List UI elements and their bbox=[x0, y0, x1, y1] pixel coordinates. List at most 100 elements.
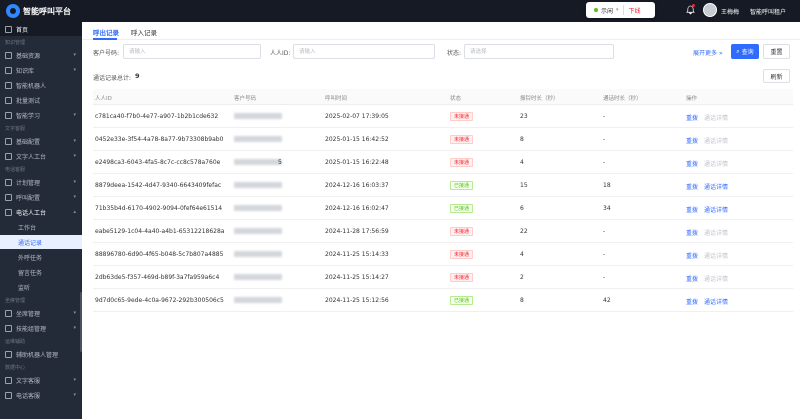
reset-button[interactable]: 重置 bbox=[763, 44, 790, 59]
call-detail-link: 通话详情 bbox=[704, 161, 729, 168]
menu-item-icon bbox=[5, 376, 12, 384]
sidebar-item[interactable]: 坐席管理 ▾ bbox=[0, 306, 82, 320]
tenant-name[interactable]: 智能呼叫租户 bbox=[750, 9, 787, 16]
sidebar-item[interactable]: 智能机器人 bbox=[0, 78, 82, 92]
redial-button[interactable]: 重拨 bbox=[686, 184, 699, 191]
sidebar: 首页 知识管理 基础资源 ▾ 知识库 ▾ 智能机器人 批量测试 智能学习 ▾ 文字客服 基础配置 ▾ 文字… bbox=[0, 22, 82, 419]
sidebar-scrollbar[interactable] bbox=[80, 292, 82, 352]
id-filter-label: 人人ID: bbox=[270, 50, 291, 57]
avatar[interactable] bbox=[703, 3, 717, 17]
sidebar-item-label: 外呼任务 bbox=[18, 254, 43, 262]
reset-label: 重置 bbox=[770, 49, 783, 56]
redial-button[interactable]: 重拨 bbox=[686, 253, 699, 260]
sidebar-subitem[interactable]: 外呼任务 bbox=[0, 250, 82, 264]
sidebar-subitem[interactable]: 监听 bbox=[0, 280, 82, 294]
phone-input[interactable] bbox=[123, 44, 261, 59]
phone-filter-label: 客户号码: bbox=[93, 50, 120, 57]
refresh-label: 刷新 bbox=[770, 73, 783, 81]
record-count-value: 9 bbox=[135, 72, 140, 80]
menu-item-icon bbox=[5, 96, 12, 104]
sidebar-item[interactable]: 技能组管理 ▾ bbox=[0, 321, 82, 335]
cell-ring-duration: 23 bbox=[520, 113, 528, 120]
divider bbox=[622, 5, 624, 15]
menu-item-icon bbox=[5, 111, 12, 119]
cell-id: 2db63de5-f357-469d-b89f-3a7fa959a6c4 bbox=[95, 274, 220, 281]
sidebar-item[interactable]: 文字客服 ▾ bbox=[0, 373, 82, 387]
call-detail-link[interactable]: 通话详情 bbox=[704, 299, 729, 306]
username[interactable]: 王梅梅 bbox=[721, 9, 740, 16]
agent-status-select[interactable]: 示闲 bbox=[601, 7, 614, 15]
sidebar-item[interactable]: 辅助机器人管理 bbox=[0, 347, 82, 361]
logout-button[interactable]: 下线 bbox=[628, 7, 641, 15]
call-detail-link[interactable]: 通话详情 bbox=[704, 207, 729, 214]
sidebar-item-label: 通话记录 bbox=[18, 239, 43, 247]
cell-ring-duration: 6 bbox=[520, 205, 524, 212]
redacted-phone bbox=[234, 113, 282, 119]
search-icon: ⌕ bbox=[736, 47, 740, 55]
sidebar-item-label: 留言任务 bbox=[18, 269, 43, 277]
call-detail-link: 通话详情 bbox=[704, 230, 729, 237]
chevron-down-icon: ▾ bbox=[73, 392, 76, 398]
sidebar-subitem[interactable]: 工作台 bbox=[0, 220, 82, 234]
expand-more-link[interactable]: 展开更多 » bbox=[693, 48, 723, 57]
sidebar-item[interactable]: 呼叫配置 ▾ bbox=[0, 190, 82, 204]
app-logo[interactable]: 智能呼叫平台 bbox=[6, 4, 71, 18]
sidebar-group-label: 知识管理 bbox=[0, 37, 82, 48]
redial-button[interactable]: 重拨 bbox=[686, 276, 699, 283]
redial-button[interactable]: 重拨 bbox=[686, 207, 699, 214]
menu-item-icon bbox=[5, 81, 12, 89]
redial-button[interactable]: 重拨 bbox=[686, 230, 699, 237]
sidebar-item[interactable]: 基础资源 ▾ bbox=[0, 48, 82, 62]
chevron-down-icon: ▾ bbox=[73, 138, 76, 144]
id-input[interactable] bbox=[293, 44, 435, 59]
cell-talk-duration: - bbox=[603, 228, 606, 235]
redial-button[interactable]: 重拨 bbox=[686, 138, 699, 145]
sidebar-item[interactable]: 文字人工台 ▾ bbox=[0, 149, 82, 163]
chevron-down-icon: ▾ bbox=[73, 377, 76, 383]
status-select[interactable] bbox=[464, 44, 614, 59]
sidebar-group-label: 坐席管理 bbox=[0, 295, 82, 306]
sidebar-item-label: 基础配置 bbox=[16, 138, 41, 146]
sidebar-item[interactable]: 基础配置 ▾ bbox=[0, 134, 82, 148]
sidebar-item[interactable]: 首页 bbox=[0, 22, 82, 36]
redacted-phone bbox=[234, 228, 282, 234]
tab-inbound-records[interactable]: 呼入记录 bbox=[131, 29, 157, 37]
sidebar-item[interactable]: 智能学习 ▾ bbox=[0, 108, 82, 122]
table-row: 88896780-6d90-4f65-b048-5c7b807a4885 2024… bbox=[93, 243, 793, 266]
sidebar-item[interactable]: 知识库 ▾ bbox=[0, 63, 82, 77]
redial-button[interactable]: 重拨 bbox=[686, 299, 699, 306]
sidebar-item-label: 智能学习 bbox=[16, 112, 41, 120]
cell-id: c781ca40-f7b0-4e77-a907-1b2b1cde632 bbox=[95, 113, 219, 120]
menu-item-icon bbox=[5, 350, 12, 358]
menu-item-icon bbox=[5, 137, 12, 145]
cell-talk-duration: - bbox=[603, 136, 606, 143]
redial-button[interactable]: 重拨 bbox=[686, 115, 699, 122]
search-button[interactable]: ⌕ 查询 bbox=[731, 44, 759, 59]
tab-outbound-records[interactable]: 呼出记录 bbox=[93, 29, 119, 37]
chevron-down-icon[interactable]: ▾ bbox=[616, 7, 619, 13]
sidebar-item-label: 首页 bbox=[16, 26, 29, 34]
cell-talk-duration: 18 bbox=[603, 182, 611, 189]
cell-call-time: 2024-12-16 16:02:47 bbox=[325, 205, 389, 212]
sidebar-group-text: 知识管理 bbox=[5, 40, 26, 46]
chevron-down-icon: ▾ bbox=[73, 67, 76, 73]
cell-ring-duration: 22 bbox=[520, 228, 528, 235]
menu-item-icon bbox=[5, 208, 12, 216]
call-detail-link: 通话详情 bbox=[704, 115, 729, 122]
redacted-phone bbox=[234, 182, 282, 188]
cell-talk-duration: - bbox=[603, 113, 606, 120]
sidebar-item[interactable]: 批量测试 bbox=[0, 93, 82, 107]
redial-button[interactable]: 重拨 bbox=[686, 161, 699, 168]
sidebar-subitem[interactable]: 通话记录 bbox=[0, 235, 82, 249]
sidebar-item-label: 工作台 bbox=[18, 224, 37, 232]
sidebar-subitem[interactable]: 留言任务 bbox=[0, 265, 82, 279]
sidebar-item[interactable]: 电话客服 ▾ bbox=[0, 388, 82, 402]
sidebar-item[interactable]: 计划管理 ▾ bbox=[0, 175, 82, 189]
menu-item-icon bbox=[5, 51, 12, 59]
status-badge: 已接通 bbox=[450, 296, 474, 305]
cell-call-time: 2025-01-15 16:22:48 bbox=[325, 159, 389, 166]
cell-id: eabe5129-1c04-4a40-a4b1-65312218628a bbox=[95, 228, 225, 235]
sidebar-item[interactable]: 电话人工台 ▴ bbox=[0, 205, 82, 219]
call-detail-link[interactable]: 通话详情 bbox=[704, 184, 729, 191]
refresh-button[interactable]: 刷新 bbox=[763, 69, 790, 83]
